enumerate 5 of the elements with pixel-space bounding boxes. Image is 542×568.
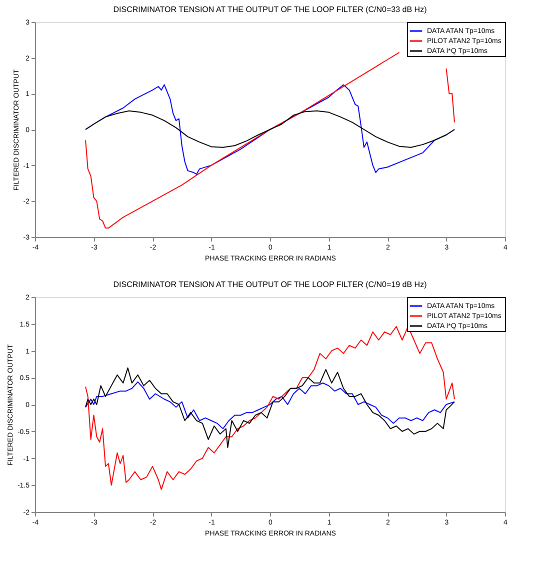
chart-title: DISCRIMINATOR TENSION AT THE OUTPUT OF THE LOOP FILTER (C/N0=33 dB Hz): [113, 5, 428, 14]
line-series: [85, 110, 455, 148]
chart-title: DISCRIMINATOR TENSION AT THE OUTPUT OF THE LOOP FILTER (C/N0=19 dB Hz): [113, 280, 428, 289]
line-series: [85, 367, 455, 448]
line-series: [85, 381, 455, 430]
